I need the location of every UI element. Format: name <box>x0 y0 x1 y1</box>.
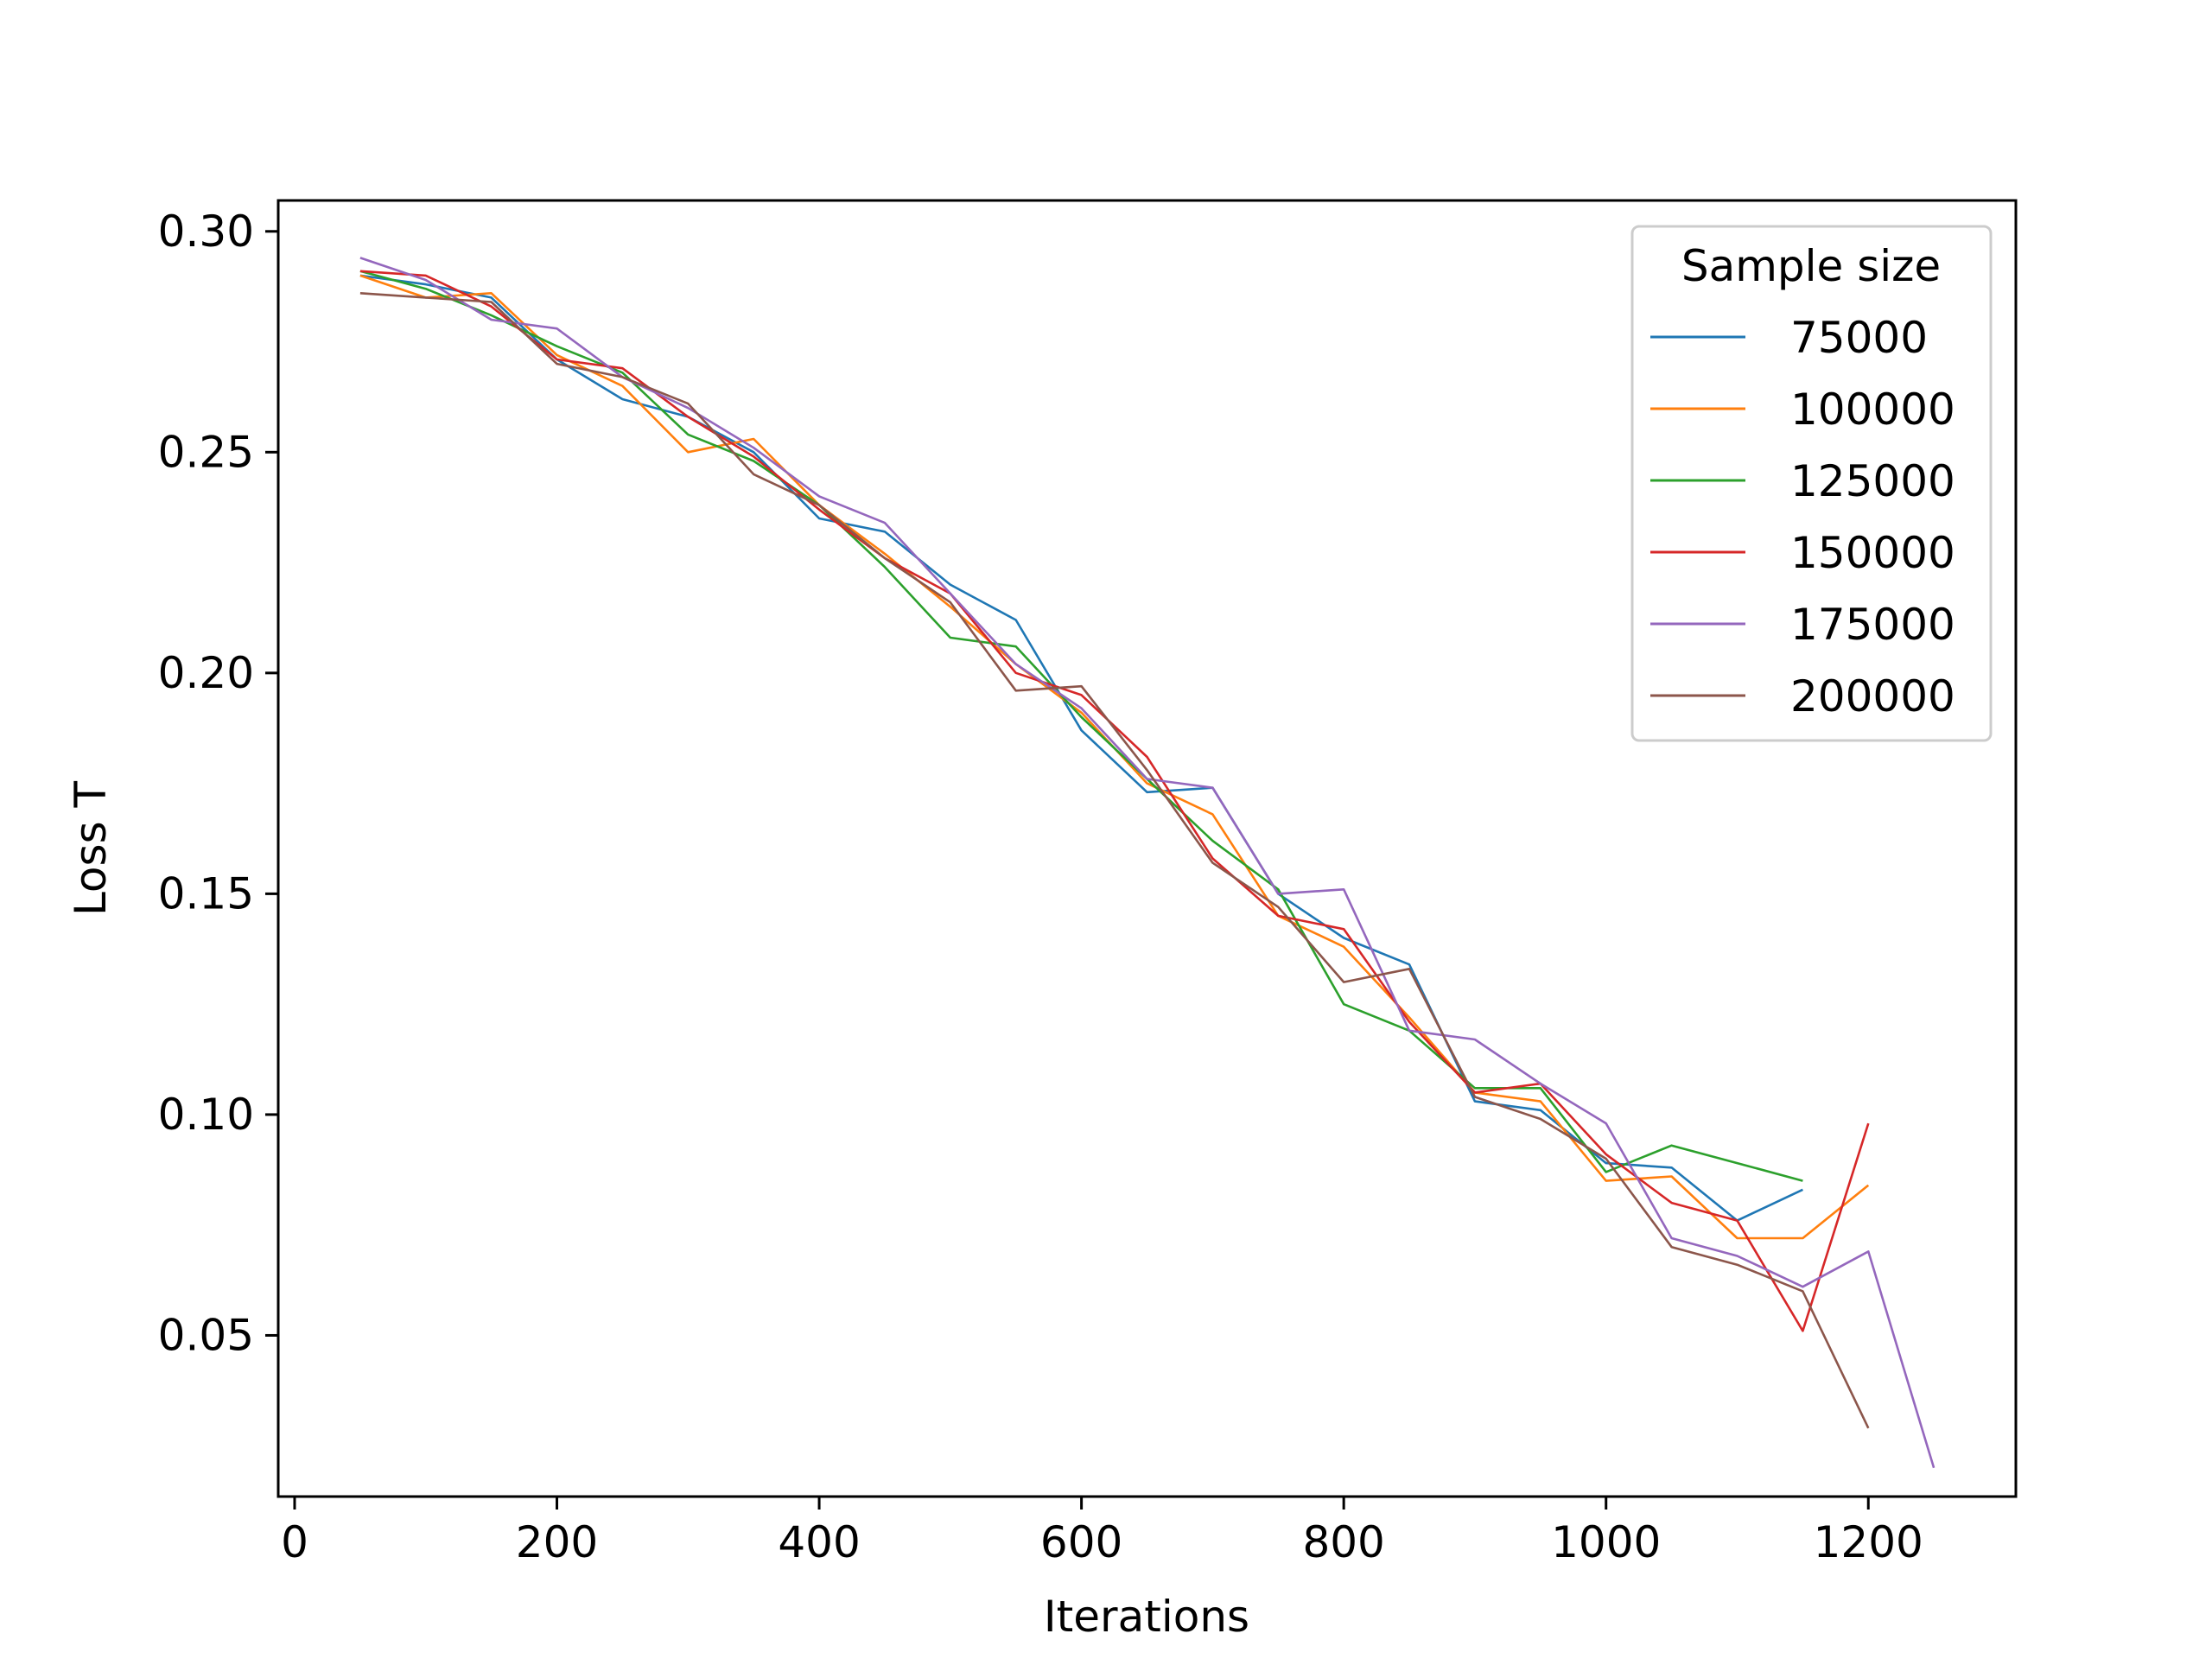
y-axis: 0.05 0.10 0.15 0.20 0.25 0.30 <box>158 207 278 1360</box>
legend-label-175000: 175000 <box>1790 600 1955 650</box>
x-tick-label: 1200 <box>1814 1517 1923 1567</box>
legend-label-125000: 125000 <box>1790 456 1955 506</box>
x-tick-label: 1000 <box>1551 1517 1661 1567</box>
y-tick-label: 0.20 <box>158 648 254 698</box>
legend-label-200000: 200000 <box>1790 671 1955 721</box>
series-line-125000 <box>359 270 1803 1182</box>
x-axis-label: Iterations <box>1044 1592 1249 1642</box>
legend-entries: 75000 100000 125000 150000 175000 200000 <box>1650 313 1955 721</box>
axes-frame <box>276 199 2018 1498</box>
series-line-200000 <box>359 292 1870 1429</box>
series-line-75000 <box>359 274 1803 1222</box>
y-tick-label: 0.30 <box>158 207 254 257</box>
y-axis-label: Loss T <box>66 780 116 916</box>
x-tick-label: 400 <box>778 1517 860 1567</box>
y-tick-label: 0.10 <box>158 1090 254 1140</box>
y-tick-label: 0.05 <box>158 1310 254 1360</box>
legend-box <box>1630 225 1993 742</box>
legend-label-100000: 100000 <box>1790 385 1955 435</box>
series-line-150000 <box>359 270 1870 1332</box>
legend-title: Sample size <box>1681 241 1941 291</box>
legend-label-75000: 75000 <box>1790 313 1928 363</box>
x-tick-label: 0 <box>281 1517 308 1567</box>
x-tick-label: 600 <box>1040 1517 1122 1567</box>
legend-label-150000: 150000 <box>1790 528 1955 578</box>
y-tick-label: 0.25 <box>158 427 254 477</box>
x-tick-label: 200 <box>516 1517 598 1567</box>
x-tick-label: 800 <box>1302 1517 1384 1567</box>
plot-lines <box>359 257 1936 1469</box>
legend: Sample size 75000 100000 125000 150000 17500… <box>1630 225 1993 742</box>
y-tick-label: 0.15 <box>158 868 254 918</box>
x-axis: 0 200 400 600 800 1000 1200 <box>281 1497 1923 1567</box>
